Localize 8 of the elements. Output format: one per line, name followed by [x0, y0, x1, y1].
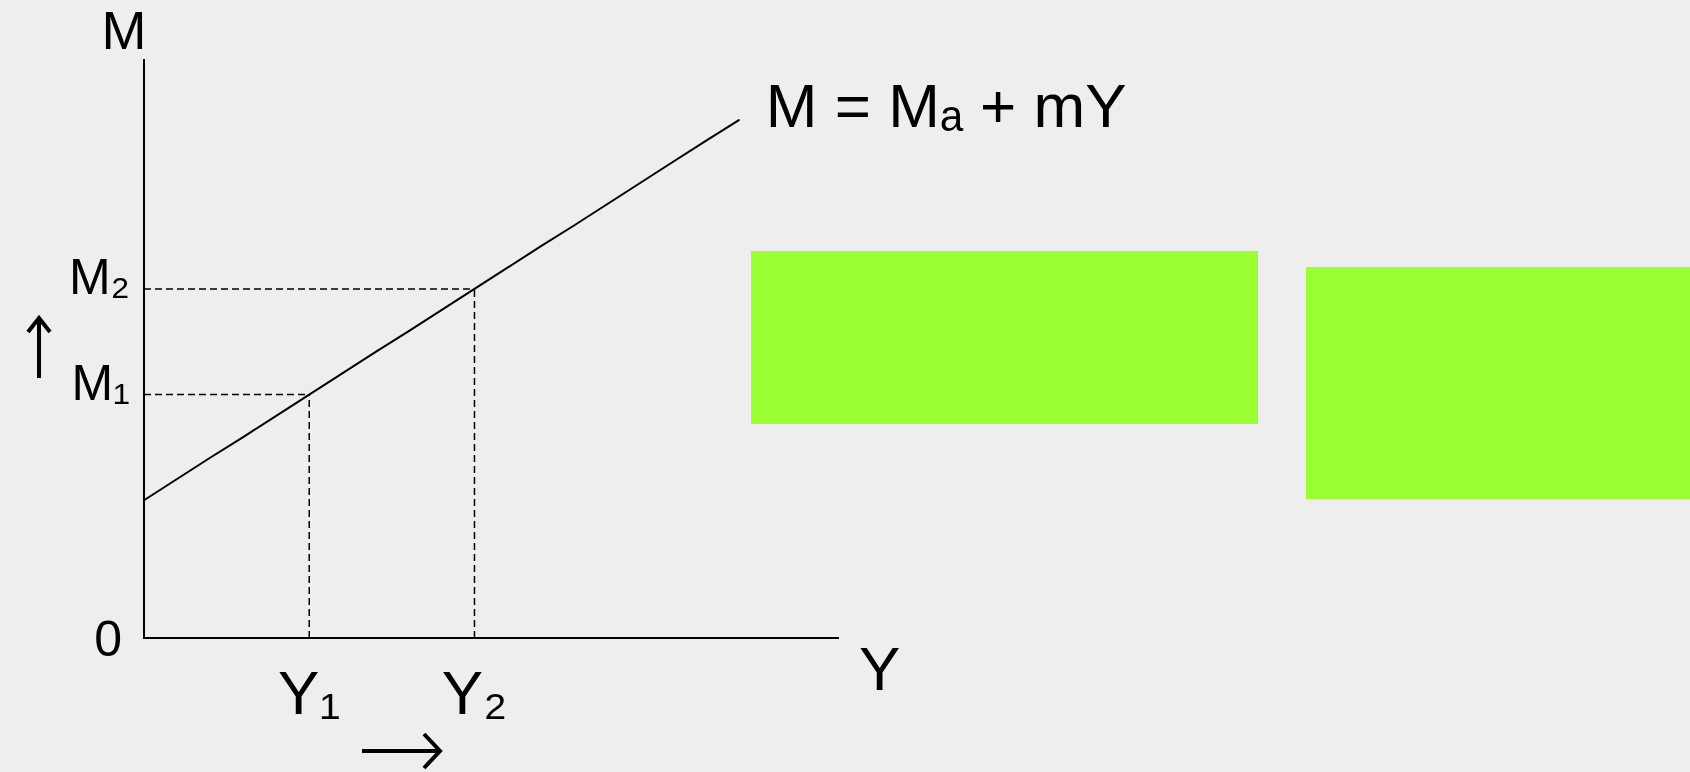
- x-tick-label: Y₂: [441, 658, 508, 728]
- ref-line-label: M₂: [68, 248, 130, 305]
- x-axis-title: Y: [859, 634, 901, 703]
- x-tick-label: Y₁: [278, 658, 341, 728]
- ref-line-label: M₁: [71, 354, 130, 411]
- y-axis-title: M: [101, 0, 147, 60]
- series-label: M = Mₐ + mY: [765, 71, 1127, 141]
- text: 0: [94, 611, 122, 667]
